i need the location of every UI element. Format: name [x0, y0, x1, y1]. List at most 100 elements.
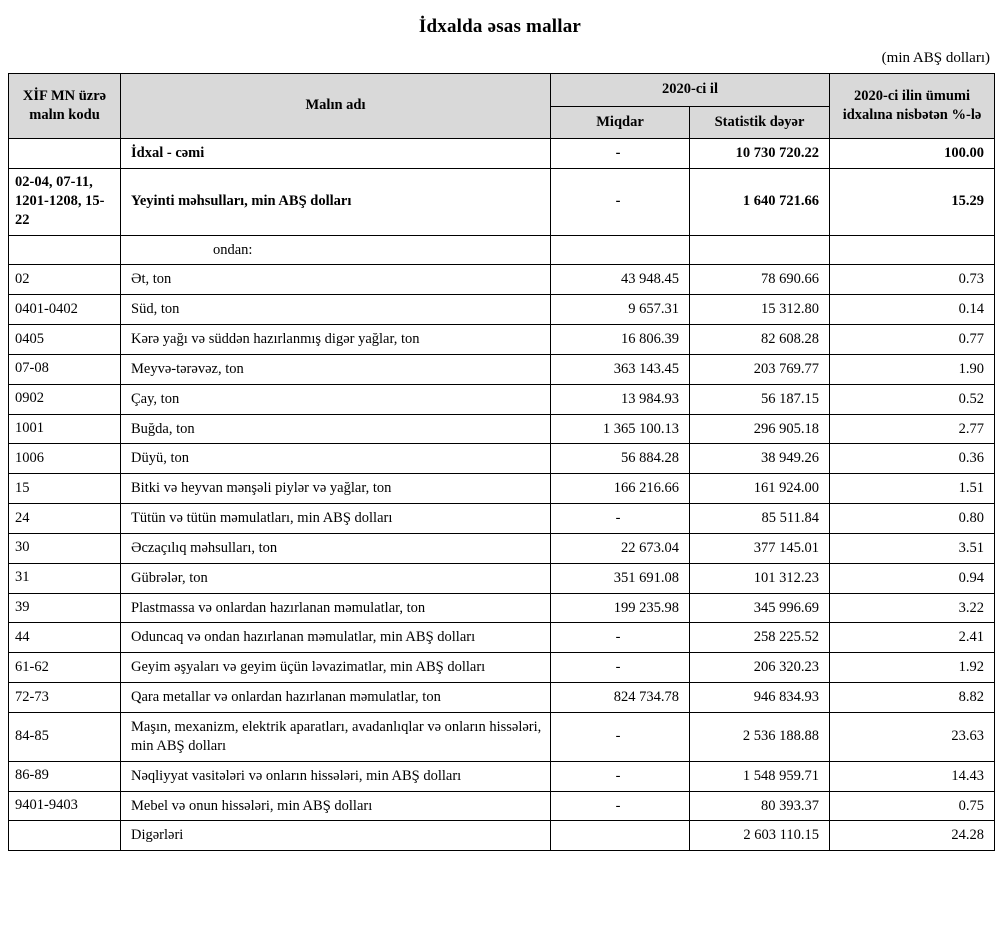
cell-quantity: -	[550, 790, 690, 822]
table-row: 1001 Buğda, ton 1 365 100.13 296 905.18 2.77	[8, 413, 996, 445]
cell-share: 1.90	[829, 353, 996, 385]
cell-quantity: 43 948.45	[550, 264, 690, 296]
column-header-share: 2020-ci ilin ümumi idxalına nisbətən %-l…	[829, 72, 996, 140]
cell-value: 1 640 721.66	[688, 167, 831, 236]
cell-name: Gübrələr, ton	[120, 562, 551, 594]
cell-quantity: 824 734.78	[550, 682, 690, 713]
unit-note: (min ABŞ dolları)	[881, 50, 990, 66]
cell-share: 0.80	[829, 503, 996, 534]
table-row: ondan:	[8, 234, 996, 266]
cell-share: 0.52	[829, 383, 996, 415]
cell-quantity: 1 365 100.13	[550, 413, 690, 445]
cell-share: 0.94	[829, 562, 996, 594]
cell-value: 345 996.69	[688, 592, 831, 624]
cell-name: Maşın, mexanizm, elektrik aparatları, av…	[120, 712, 551, 762]
cell-share: 0.73	[829, 264, 996, 296]
cell-value: 85 511.84	[688, 503, 831, 534]
cell-name: İdxal - cəmi	[120, 138, 551, 169]
table-row: 0401-0402 Süd, ton 9 657.31 15 312.80 0.14	[8, 294, 996, 326]
cell-name: Tütün və tütün məmulatları, min ABŞ doll…	[120, 503, 551, 534]
cell-name: ondan:	[120, 234, 551, 266]
cell-value: 258 225.52	[688, 622, 831, 654]
table-row: 9401-9403 Mebel və onun hissələri, min AB…	[8, 790, 996, 822]
table-row: 44 Oduncaq və ondan hazırlanan məmulatlar…	[8, 622, 996, 654]
cell-name: Oduncaq və ondan hazırlanan məmulatlar, …	[120, 622, 551, 654]
cell-name: Süd, ton	[120, 294, 551, 326]
cell-code	[8, 138, 121, 169]
cell-code	[8, 234, 121, 266]
cell-value: 2 603 110.15	[688, 820, 831, 852]
cell-value: 946 834.93	[688, 682, 831, 713]
cell-name: Əczaçılıq məhsulları, ton	[120, 532, 551, 564]
cell-name: Geyim əşyaları və geyim üçün ləvazimatla…	[120, 652, 551, 684]
cell-code: 0401-0402	[8, 294, 121, 326]
cell-name: Bitki və heyvan mənşəli piylər və yağlar…	[120, 473, 551, 505]
cell-code: 44	[8, 622, 121, 654]
cell-value: 2 536 188.88	[688, 712, 831, 762]
table-row: 0405 Kərə yağı və süddən hazırlanmış digə…	[8, 324, 996, 355]
cell-quantity: -	[550, 712, 690, 762]
cell-quantity: 22 673.04	[550, 532, 690, 564]
table-row: İdxal - cəmi -10 730 720.22 100.00	[8, 138, 996, 169]
cell-quantity	[550, 234, 690, 266]
cell-quantity	[550, 820, 690, 852]
cell-code: 1001	[8, 413, 121, 445]
cell-quantity: -	[550, 503, 690, 534]
page-title: İdxalda əsas mallar	[418, 16, 582, 37]
cell-value: 203 769.77	[688, 353, 831, 385]
cell-value: 101 312.23	[688, 562, 831, 594]
cell-share: 23.63	[829, 712, 996, 762]
table-row: 72-73 Qara metallar və onlardan hazırlana…	[8, 682, 996, 713]
cell-share: 1.92	[829, 652, 996, 684]
cell-quantity: 199 235.98	[550, 592, 690, 624]
table-header: XİF MN üzrə malın kodu Malın adı 2020-ci…	[8, 72, 996, 140]
cell-value: 161 924.00	[688, 473, 831, 505]
cell-quantity: 9 657.31	[550, 294, 690, 326]
column-header-name: Malın adı	[120, 72, 551, 140]
cell-quantity: -	[550, 622, 690, 654]
cell-share: 15.29	[829, 167, 996, 236]
cell-name: Ət, ton	[120, 264, 551, 296]
cell-name: Meyvə-tərəvəz, ton	[120, 353, 551, 385]
table-row: 39 Plastmassa və onlardan hazırlanan məmu…	[8, 592, 996, 624]
table-row: 02-04, 07-11, 1201-1208, 15-22 Yeyinti mə…	[8, 167, 996, 236]
cell-code: 9401-9403	[8, 790, 121, 822]
cell-value: 296 905.18	[688, 413, 831, 445]
cell-share: 0.77	[829, 324, 996, 355]
cell-value: 206 320.23	[688, 652, 831, 684]
cell-code: 72-73	[8, 682, 121, 713]
cell-value: 38 949.26	[688, 443, 831, 475]
table-row: 07-08 Meyvə-tərəvəz, ton 363 143.45 203 769…	[8, 353, 996, 385]
table-row: 0902 Çay, ton 13 984.93 56 187.15 0.52	[8, 383, 996, 415]
cell-name: Kərə yağı və süddən hazırlanmış digər ya…	[120, 324, 551, 355]
cell-quantity: 351 691.08	[550, 562, 690, 594]
cell-value: 10 730 720.22	[688, 138, 831, 169]
cell-share: 8.82	[829, 682, 996, 713]
page-container: İdxalda əsas mallar (min ABŞ dolları) Xİ…	[0, 16, 1000, 852]
cell-code: 0902	[8, 383, 121, 415]
cell-name: Qara metallar və onlardan hazırlanan məm…	[120, 682, 551, 713]
cell-code: 86-89	[8, 760, 121, 792]
cell-value: 1 548 959.71	[688, 760, 831, 792]
cell-share: 2.41	[829, 622, 996, 654]
cell-name: Mebel və onun hissələri, min ABŞ dolları	[120, 790, 551, 822]
cell-value: 15 312.80	[688, 294, 831, 326]
cell-value: 377 145.01	[688, 532, 831, 564]
cell-share: 14.43	[829, 760, 996, 792]
cell-name: Yeyinti məhsulları, min ABŞ dolları	[120, 167, 551, 236]
table-row: 1006 Düyü, ton 56 884.28 38 949.26 0.36	[8, 443, 996, 475]
cell-value: 80 393.37	[688, 790, 831, 822]
cell-share: 1.51	[829, 473, 996, 505]
table-row: 61-62 Geyim əşyaları və geyim üçün ləvazi…	[8, 652, 996, 684]
cell-code: 31	[8, 562, 121, 594]
cell-name: Buğda, ton	[120, 413, 551, 445]
cell-quantity: 166 216.66	[550, 473, 690, 505]
column-header-year: 2020-ci il	[549, 73, 831, 107]
column-header-quantity: Miqdar	[550, 105, 690, 140]
cell-code: 02-04, 07-11, 1201-1208, 15-22	[8, 167, 121, 236]
cell-code: 0405	[8, 324, 121, 355]
cell-share: 2.77	[829, 413, 996, 445]
cell-name: Düyü, ton	[120, 443, 551, 475]
cell-name: Plastmassa və onlardan hazırlanan məmula…	[120, 592, 551, 624]
cell-quantity: 56 884.28	[550, 443, 690, 475]
